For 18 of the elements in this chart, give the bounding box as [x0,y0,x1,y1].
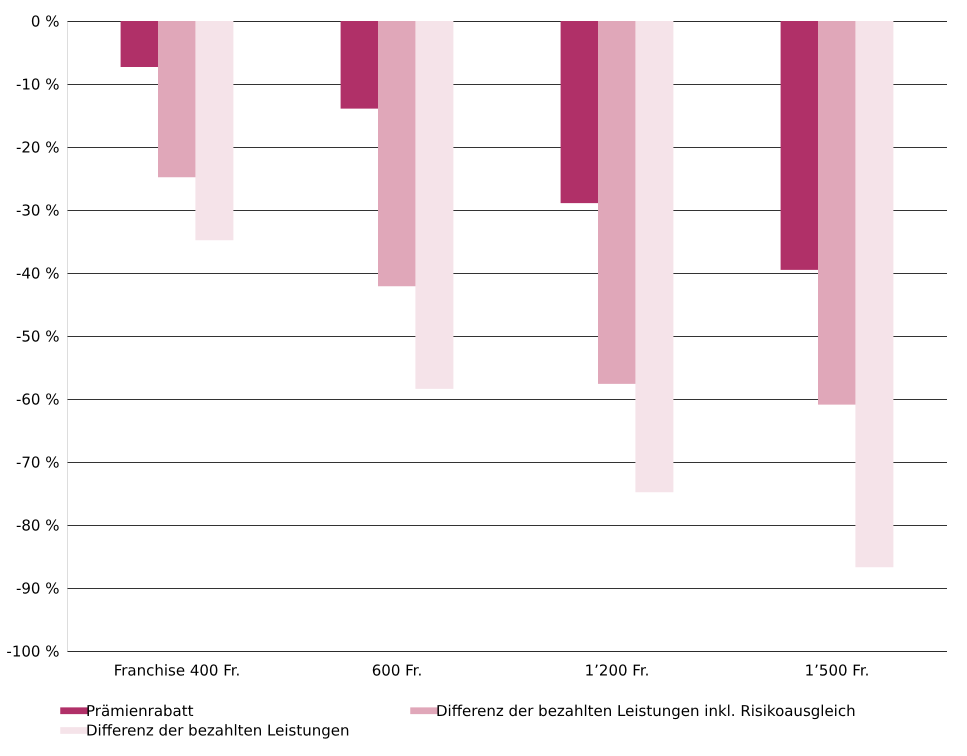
x-tick-label: 1’500 Fr. [804,662,870,680]
y-tick-label: -50 % [16,328,60,346]
y-tick-label: -20 % [16,138,60,156]
legend-label: Prämienrabatt [86,702,194,720]
y-tick-label: -80 % [16,516,60,534]
y-tick-label: -60 % [16,390,60,408]
x-tick-label: 600 Fr. [372,662,422,680]
legend-label: Differenz der bezahlten Leistungen inkl. Risikoausgleich [436,702,856,720]
y-tick-label: -10 % [16,76,60,94]
y-tick-label: 0 % [30,12,60,30]
y-tick-label: -40 % [16,264,60,282]
legend-label: Differenz der bezahlten Leistungen [86,722,350,740]
y-tick-label: -70 % [16,454,60,472]
x-tick-label: 1’200 Fr. [584,662,650,680]
y-tick-label: -90 % [16,580,60,598]
y-tick-label: -30 % [16,202,60,220]
y-tick-label: -100 % [6,642,60,660]
x-tick-label: Franchise 400 Fr. [114,662,240,680]
